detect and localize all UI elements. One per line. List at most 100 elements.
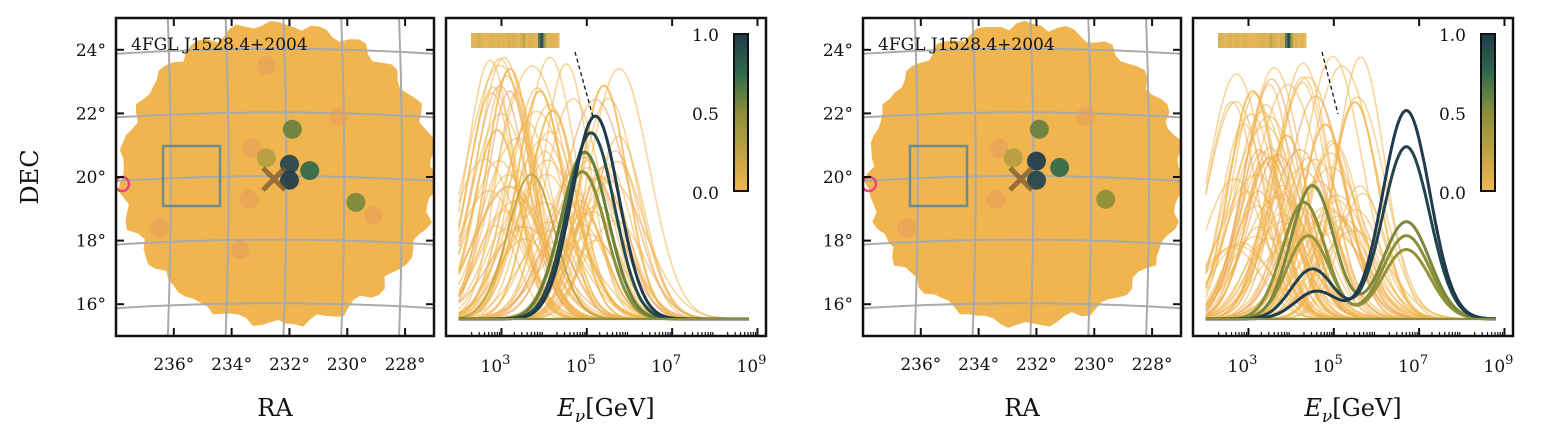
weight-strip-bar xyxy=(1266,33,1271,48)
x-axis-label-ra-left: RA xyxy=(257,394,293,422)
sky-map-plot-area-right xyxy=(863,18,1181,336)
x-axis-label-ra-right: RA xyxy=(1004,394,1040,422)
weight-strip-bar xyxy=(1264,33,1268,48)
weight-strip-bar xyxy=(501,33,506,48)
ra-gridline xyxy=(398,18,404,336)
source-cross-left xyxy=(261,166,287,192)
colorbar-tick-left-bottom: 0.0 xyxy=(692,184,719,204)
x-tick-label: 232° xyxy=(269,355,310,375)
weight-strip-bar xyxy=(1290,33,1294,48)
x-tick-exponent: 9 xyxy=(1505,353,1513,368)
sky-point xyxy=(256,56,276,76)
weight-strip-bar xyxy=(1261,33,1266,48)
colorbar-right xyxy=(1480,33,1496,192)
colorbar-tick-left-mid: 0.5 xyxy=(692,105,719,125)
sky-points-right xyxy=(896,107,1116,238)
spectra-curves-left xyxy=(457,56,749,321)
spectrum-curve xyxy=(1205,184,1496,321)
sky-point xyxy=(1003,148,1023,168)
y-tick-label: 18° xyxy=(823,232,853,252)
weight-strip-bar xyxy=(1272,33,1276,48)
weight-strip-bar xyxy=(550,33,555,48)
weight-strip-bar xyxy=(478,33,483,48)
weight-strip-bar xyxy=(1220,33,1225,48)
dec-gridline xyxy=(863,238,1181,246)
y-axis-label-dec: DEC xyxy=(16,149,44,204)
weight-strip-bar xyxy=(545,33,550,48)
x-tick-label: 228° xyxy=(1132,355,1173,375)
spectra-ticks-right: 103 105 107 109 xyxy=(1218,18,1513,377)
dec-gridline xyxy=(116,47,434,55)
weight-strip-bar xyxy=(1259,33,1263,48)
weight-strip-bar xyxy=(1282,33,1286,48)
x-tick-exponent: 3 xyxy=(502,353,510,368)
sky-point xyxy=(346,192,366,212)
x-tick-label: 105 xyxy=(566,353,596,377)
weight-strip-bar xyxy=(489,33,493,48)
spectrum-curve-faint xyxy=(458,98,724,320)
weight-strip-bar xyxy=(504,33,508,48)
weight-strip-bar xyxy=(1246,33,1250,48)
weight-strip-bar xyxy=(507,33,511,48)
energy-label-part: E xyxy=(1303,394,1322,422)
ra-gridline xyxy=(1145,18,1151,336)
y-tick-label: 16° xyxy=(823,295,853,315)
weight-strip-bar xyxy=(499,33,503,48)
x-tick-exponent: 5 xyxy=(1334,353,1342,368)
weight-strip-bar xyxy=(1287,33,1291,48)
spectra-curves-right xyxy=(1204,55,1496,321)
weight-strip-bar xyxy=(1285,33,1289,48)
y-tick-label: 22° xyxy=(823,104,853,124)
sky-point xyxy=(300,161,320,181)
spectra-frame-left xyxy=(444,16,768,338)
zoom-box-right xyxy=(908,144,969,208)
spectra-plot-area-right xyxy=(1204,33,1496,321)
dec-gridline xyxy=(863,302,1181,310)
weight-strip-bar xyxy=(540,33,544,48)
dec-gridline xyxy=(863,111,1181,119)
energy-label-part: E xyxy=(556,394,575,422)
strip-connector-left xyxy=(574,51,594,118)
weight-strip-bar xyxy=(1277,33,1281,48)
weight-strip-bar xyxy=(543,33,547,48)
dec-gridline xyxy=(116,238,434,246)
x-tick-exponent: 7 xyxy=(1420,353,1428,368)
source-cross-right xyxy=(1008,166,1034,192)
weight-strip-bar xyxy=(530,33,534,48)
weight-strip-bar xyxy=(1300,33,1304,48)
sky-point xyxy=(986,189,1006,209)
weight-strip-bar xyxy=(509,33,514,48)
weight-strip-bar xyxy=(548,33,552,48)
sky-point xyxy=(1029,119,1049,139)
weight-strip-left xyxy=(471,33,560,48)
sky-point xyxy=(1076,107,1096,127)
x-tick-label: 107 xyxy=(1398,353,1428,377)
sky-point xyxy=(230,240,250,260)
weight-strip-bar xyxy=(525,33,529,48)
colorbar-tick-left-top: 1.0 xyxy=(692,26,719,46)
weight-strip-bar xyxy=(473,33,478,48)
dec-gridline xyxy=(116,302,434,310)
spectrum-curve xyxy=(1205,200,1496,321)
x-tick-label: 105 xyxy=(1313,353,1343,377)
weight-strip-bar xyxy=(1254,33,1258,48)
source-name-left: 4FGL J1528.4+2004 xyxy=(131,35,308,55)
weight-strip-bar xyxy=(519,33,524,48)
x-tick-label: 232° xyxy=(1016,355,1057,375)
weight-strip-bar xyxy=(522,33,526,48)
weight-strip-bar xyxy=(491,33,496,48)
weight-strip-bar xyxy=(1218,33,1222,48)
sky-point xyxy=(329,107,349,127)
weight-strip-bar xyxy=(471,33,475,48)
sky-map-panel-left: 4FGL J1528.4+2004 236° 234° 232° 230° 228° 16… xyxy=(16,16,436,422)
ra-gridline xyxy=(166,18,172,336)
weight-strip-bar xyxy=(1248,33,1253,48)
weight-strip-bar xyxy=(514,33,519,48)
x-tick-label: 236° xyxy=(153,355,194,375)
weight-strip-bar xyxy=(556,33,560,48)
sky-map-plot-area-left xyxy=(116,18,434,336)
sky-point xyxy=(363,205,383,225)
strip-connector-right xyxy=(1321,51,1339,115)
weight-strip-bar xyxy=(1223,33,1227,48)
weight-strip-bar xyxy=(1243,33,1248,48)
